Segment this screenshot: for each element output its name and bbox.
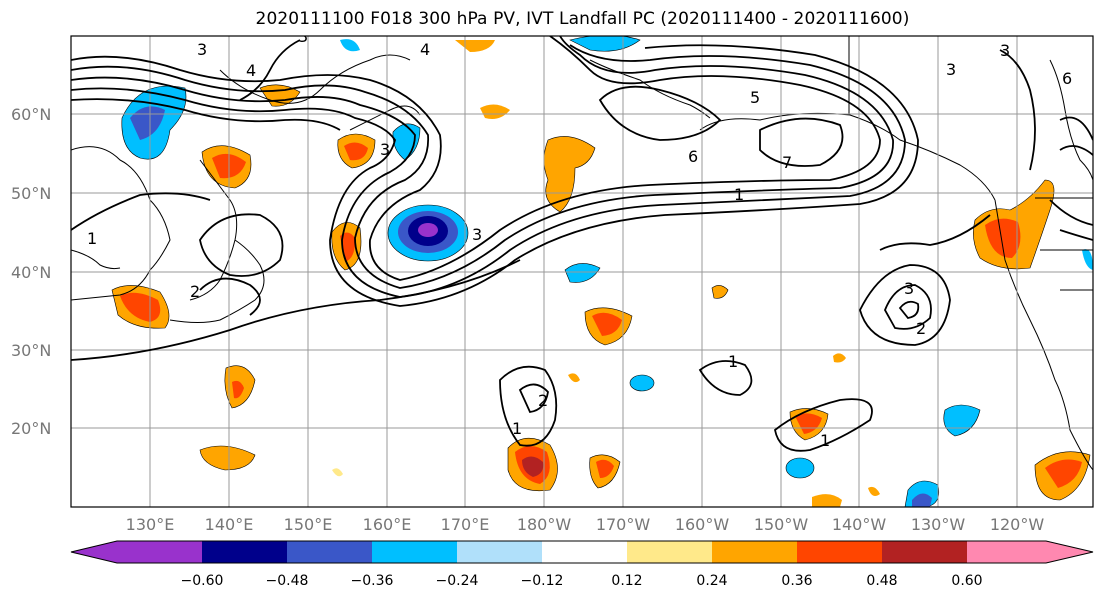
colorbar xyxy=(70,540,1094,564)
contour-label: 7 xyxy=(782,153,792,172)
colorbar-segment-0b xyxy=(117,541,202,563)
contour-label: 4 xyxy=(246,61,256,80)
lat-label: 50°N xyxy=(11,184,52,203)
contour-labels: 3 4 3 4 3 5 6 7 1 1 3 2 3 1 2 1 1 3 2 6 … xyxy=(87,27,1072,450)
lon-label: 140°E xyxy=(204,515,254,534)
map-frame xyxy=(70,35,1094,508)
colorbar-segment-8 xyxy=(797,541,882,563)
colorbar-tick-label: −0.12 xyxy=(520,573,564,589)
contour-label: 1 xyxy=(512,419,522,438)
lat-label: 40°N xyxy=(11,263,52,282)
contour-label: 3 xyxy=(380,140,390,159)
lon-label: 160°E xyxy=(362,515,412,534)
colorbar-tick-label: 0.12 xyxy=(611,573,643,589)
colorbar-segment-2 xyxy=(287,541,372,563)
lon-label: 180°W xyxy=(516,515,572,534)
colorbar-segment-10 xyxy=(967,541,1047,563)
contour-label: 3 xyxy=(904,279,914,298)
contour-label: 5 xyxy=(750,88,760,107)
map-title: 2020111100 F018 300 hPa PV, IVT Landfall… xyxy=(255,9,910,29)
colorbar-segment-5 xyxy=(542,541,627,563)
lat-label: 30°N xyxy=(11,341,52,360)
colorbar-tick-label: 0.60 xyxy=(951,573,983,589)
colorbar-segment-10b xyxy=(1046,541,1093,563)
contour-label: 3 xyxy=(1000,41,1010,60)
colorbar-segment-3 xyxy=(372,541,457,563)
lon-label: 150°W xyxy=(753,515,809,534)
contour-label: 1 xyxy=(728,352,738,371)
contour-label: 6 xyxy=(688,147,698,166)
colorbar-tick-label: −0.24 xyxy=(435,573,479,589)
lon-label: 120°W xyxy=(989,515,1045,534)
contour-label: 2 xyxy=(916,319,926,338)
colorbar-segment-4 xyxy=(457,541,542,563)
lon-label: 150°E xyxy=(283,515,333,534)
colorbar-tick-label: −0.60 xyxy=(180,573,224,589)
lat-label: 20°N xyxy=(11,419,52,438)
colorbar-segment-1 xyxy=(202,541,287,563)
contour-label: 6 xyxy=(1062,69,1072,88)
contour-label: 1 xyxy=(734,185,744,204)
contour-label: 3 xyxy=(298,27,308,46)
pv-contours xyxy=(71,36,1093,452)
colorbar-segment-9 xyxy=(882,541,967,563)
contour-label: 1 xyxy=(87,229,97,248)
contour-label: 2 xyxy=(538,391,548,410)
lon-label: 140°W xyxy=(831,515,887,534)
colorbar-tick-label: −0.36 xyxy=(350,573,394,589)
anomaly-shading xyxy=(111,36,1093,507)
contour-label: 1 xyxy=(820,431,830,450)
colorbar-tick-label: 0.36 xyxy=(781,573,813,589)
lon-label: 130°W xyxy=(910,515,966,534)
colorbar-tick-label: 0.48 xyxy=(866,573,898,589)
contour-label: 4 xyxy=(420,40,430,59)
lon-label: 170°W xyxy=(595,515,651,534)
colorbar-segment-0 xyxy=(71,541,118,563)
colorbar-tick-label: 0.24 xyxy=(696,573,728,589)
contour-label: 3 xyxy=(472,225,482,244)
lon-label: 160°W xyxy=(674,515,730,534)
lon-label: 170°E xyxy=(440,515,490,534)
contour-label: 3 xyxy=(946,60,956,79)
graticule xyxy=(71,36,1093,507)
colorbar-segment-7 xyxy=(712,541,797,563)
contour-label: 2 xyxy=(190,282,200,301)
lat-label: 60°N xyxy=(11,105,52,124)
contour-label: 3 xyxy=(197,40,207,59)
colorbar-segment-6 xyxy=(627,541,712,563)
colorbar-tick-label: −0.48 xyxy=(265,573,309,589)
lon-label: 130°E xyxy=(125,515,175,534)
